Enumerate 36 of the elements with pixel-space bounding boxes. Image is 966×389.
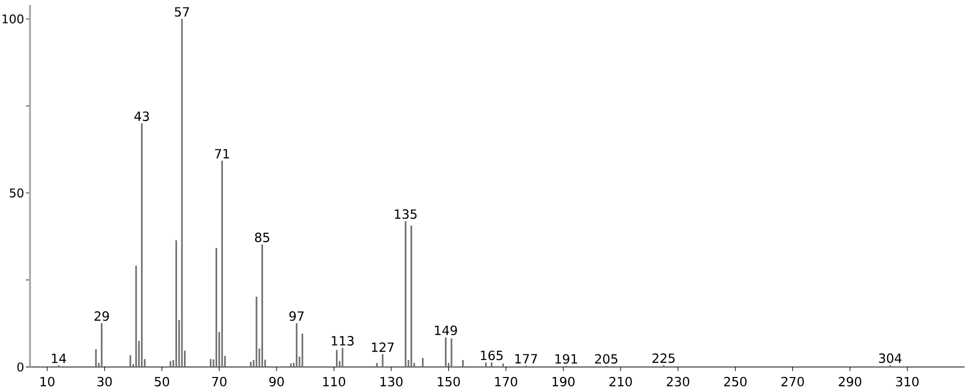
x-tick-label: 190 [552,376,575,386]
x-tick-label: 230 [666,376,690,386]
annotation: 135 [394,209,417,219]
annotation: 85 [255,232,270,242]
annotation: 43 [134,111,149,122]
x-tick-label: 30 [97,376,112,386]
x-tick-label: 50 [154,376,170,386]
annotation: 225 [652,353,675,363]
y-tick-label: 50 [10,188,24,198]
x-tick-label: 130 [380,376,402,386]
x-tick-label: 70 [212,376,226,386]
annotation: 97 [289,311,304,321]
x-tick-label: 110 [323,376,346,386]
annotation: 113 [332,336,354,346]
x-tick-label: 250 [724,376,747,386]
annotation: 149 [435,326,457,336]
x-tick-label: 170 [495,376,518,386]
annotation: 29 [94,311,109,321]
annotation: 71 [215,149,229,158]
y-tick-label: 0 [17,362,24,372]
annotation: 304 [879,353,902,363]
annotation: 127 [372,342,394,352]
x-tick-label: 310 [896,376,919,386]
y-tick-label: 100 [2,14,24,24]
x-tick-label: 90 [269,376,284,386]
x-tick-label: 10 [40,376,54,386]
annotation: 177 [515,354,538,364]
annotation: 165 [480,350,503,360]
x-tick-label: 290 [838,376,862,386]
annotation: 14 [52,354,66,363]
annotation: 57 [174,7,189,17]
annotation: 191 [555,354,578,364]
x-tick-label: 210 [609,376,632,386]
annotation: 205 [595,354,618,364]
x-tick-label: 270 [781,376,804,386]
x-tick-label: 150 [438,376,460,386]
